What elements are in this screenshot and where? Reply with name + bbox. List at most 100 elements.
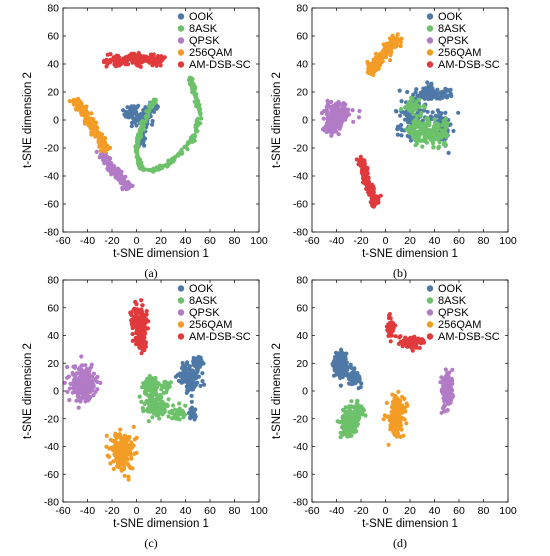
data-point [192, 90, 197, 95]
data-point [407, 134, 412, 139]
plot-frame [311, 279, 509, 503]
x-axis-label: t-SNE dimension 1 [113, 248, 209, 260]
data-point [366, 69, 371, 74]
data-point [98, 380, 103, 385]
y-tick-label: 80 [296, 275, 308, 287]
series-256qam [381, 389, 410, 447]
y-tick-label: 20 [47, 87, 59, 99]
data-point [150, 415, 155, 420]
data-point [341, 424, 346, 429]
data-point [193, 407, 198, 412]
data-point [150, 119, 155, 124]
data-point [337, 126, 342, 131]
data-point [357, 159, 362, 164]
data-point [136, 50, 141, 56]
data-point [136, 132, 141, 137]
data-point [162, 381, 167, 386]
data-point [325, 109, 330, 114]
data-point [104, 57, 109, 62]
x-tick-label: 40 [429, 235, 441, 247]
data-point [338, 368, 343, 373]
y-tick-label: -40 [293, 441, 308, 453]
data-point [125, 435, 130, 440]
data-point [405, 89, 410, 95]
data-point [86, 118, 91, 124]
data-point [438, 380, 443, 385]
data-point [441, 118, 446, 123]
legend-label: OOK [438, 283, 463, 295]
data-point [111, 167, 116, 172]
data-point [185, 142, 190, 147]
data-point [179, 147, 184, 152]
data-point [398, 113, 403, 118]
data-point [108, 52, 113, 57]
data-point [159, 387, 164, 392]
data-point [166, 161, 171, 166]
data-point [433, 121, 439, 126]
data-point [181, 375, 186, 380]
data-point [325, 98, 330, 103]
data-point [84, 382, 89, 387]
data-point [181, 409, 186, 414]
data-point [356, 115, 362, 120]
data-point [195, 116, 201, 121]
data-point [77, 371, 82, 376]
data-point [363, 172, 368, 177]
series-256qam [104, 424, 139, 482]
data-point [398, 434, 403, 439]
data-point [190, 139, 195, 144]
legend-label: 8ASK [438, 23, 467, 35]
data-point [440, 122, 445, 128]
data-point [190, 377, 195, 382]
data-point [405, 104, 410, 109]
data-point [117, 453, 122, 458]
data-point [151, 100, 156, 105]
data-point [131, 57, 136, 62]
data-point [397, 399, 402, 404]
data-point [86, 115, 91, 120]
data-points [319, 32, 461, 209]
data-point [89, 362, 94, 367]
data-point [345, 365, 351, 370]
legend-label: AM-DSB-SC [189, 59, 251, 71]
data-point [131, 53, 136, 58]
data-point [443, 367, 448, 372]
data-point [189, 369, 194, 374]
legend-label: OOK [438, 11, 463, 23]
data-point [154, 400, 159, 405]
data-point [143, 105, 148, 110]
data-point [74, 398, 79, 403]
data-point [149, 378, 154, 383]
data-point [332, 114, 337, 119]
data-point [180, 361, 185, 366]
data-point [450, 367, 455, 372]
data-point [185, 366, 190, 371]
data-point [143, 58, 148, 63]
data-point [125, 105, 130, 110]
data-point [424, 129, 429, 134]
y-tick-label: -40 [44, 441, 59, 453]
data-point [156, 381, 161, 386]
data-point [139, 60, 144, 65]
y-tick-label: 20 [296, 358, 308, 370]
series-am-dsb-sc [354, 154, 383, 209]
data-point [129, 312, 134, 317]
data-point [437, 140, 442, 145]
data-point [386, 315, 391, 321]
y-tick-label: 40 [47, 330, 59, 342]
data-point [94, 129, 99, 134]
y-tick-label: 60 [47, 31, 59, 43]
data-point [374, 197, 379, 203]
data-point [192, 84, 197, 89]
data-point [398, 334, 403, 339]
data-point [435, 114, 440, 119]
legend-marker-256qam [426, 49, 434, 56]
data-point [345, 415, 350, 420]
data-point [399, 122, 404, 128]
data-point [116, 63, 121, 68]
data-point [341, 360, 347, 365]
data-point [445, 408, 450, 413]
data-point [137, 325, 142, 331]
data-point [415, 119, 420, 124]
data-point [395, 421, 400, 427]
